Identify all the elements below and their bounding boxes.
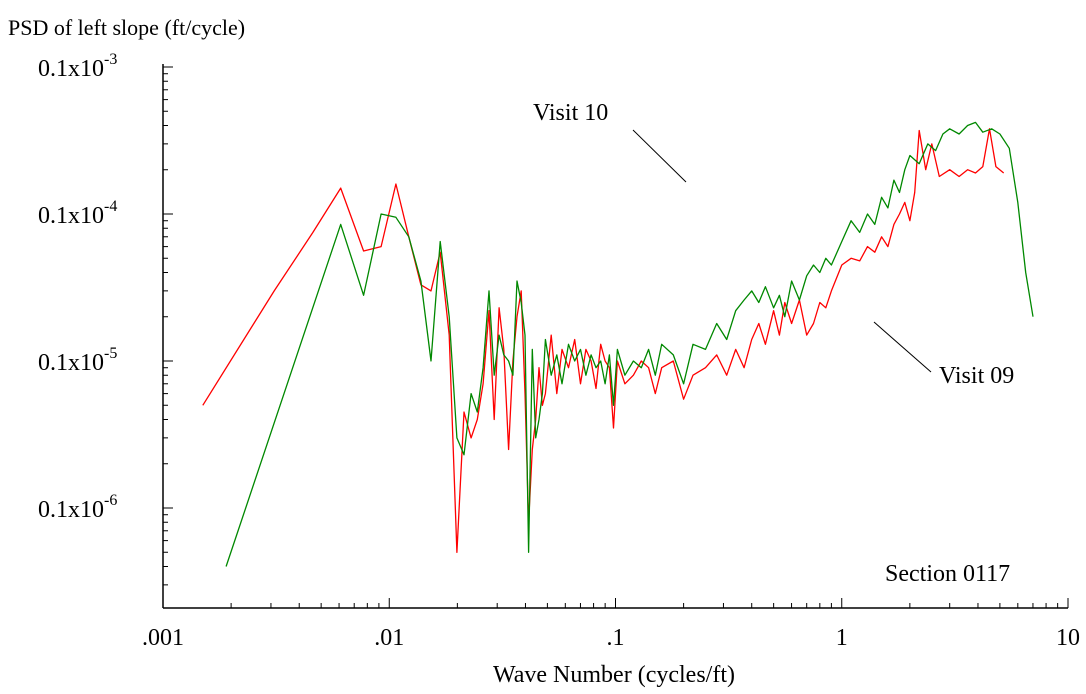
y-tick-label: 0.1x10-5 xyxy=(38,345,117,376)
y-tick-label: 0.1x10-4 xyxy=(38,198,117,229)
visit-09-leader-line xyxy=(873,321,932,373)
annotation-visit-10: Visit 10 xyxy=(533,100,608,126)
y-tick-label: 0.1x10-6 xyxy=(38,492,117,523)
x-tick-label: .001 xyxy=(142,625,184,651)
y-axis-title: PSD of left slope (ft/cycle) xyxy=(8,15,245,40)
data-series xyxy=(202,121,1034,567)
x-tick-labels: .001 .01 .1 1 10 xyxy=(142,625,1080,651)
y-tick-labels: 0.1x10-6 0.1x10-5 0.1x10-4 0.1x10-3 xyxy=(38,51,117,523)
annotation-visit-09: Visit 09 xyxy=(939,363,1014,389)
x-tick-label: .01 xyxy=(374,625,404,651)
annotation-section: Section 0117 xyxy=(885,561,1010,587)
x-tick-label: 10 xyxy=(1056,625,1080,651)
y-tick-label: 0.1x10-3 xyxy=(38,51,117,82)
series-line-visit-09 xyxy=(202,128,1005,553)
axis-ticks xyxy=(162,66,1069,608)
x-tick-label: .1 xyxy=(607,625,625,651)
series-line-visit-10 xyxy=(225,121,1034,567)
x-axis-title: Wave Number (cycles/ft) xyxy=(493,662,735,688)
visit-10-leader-line xyxy=(632,129,687,183)
x-tick-label: 1 xyxy=(836,625,848,651)
